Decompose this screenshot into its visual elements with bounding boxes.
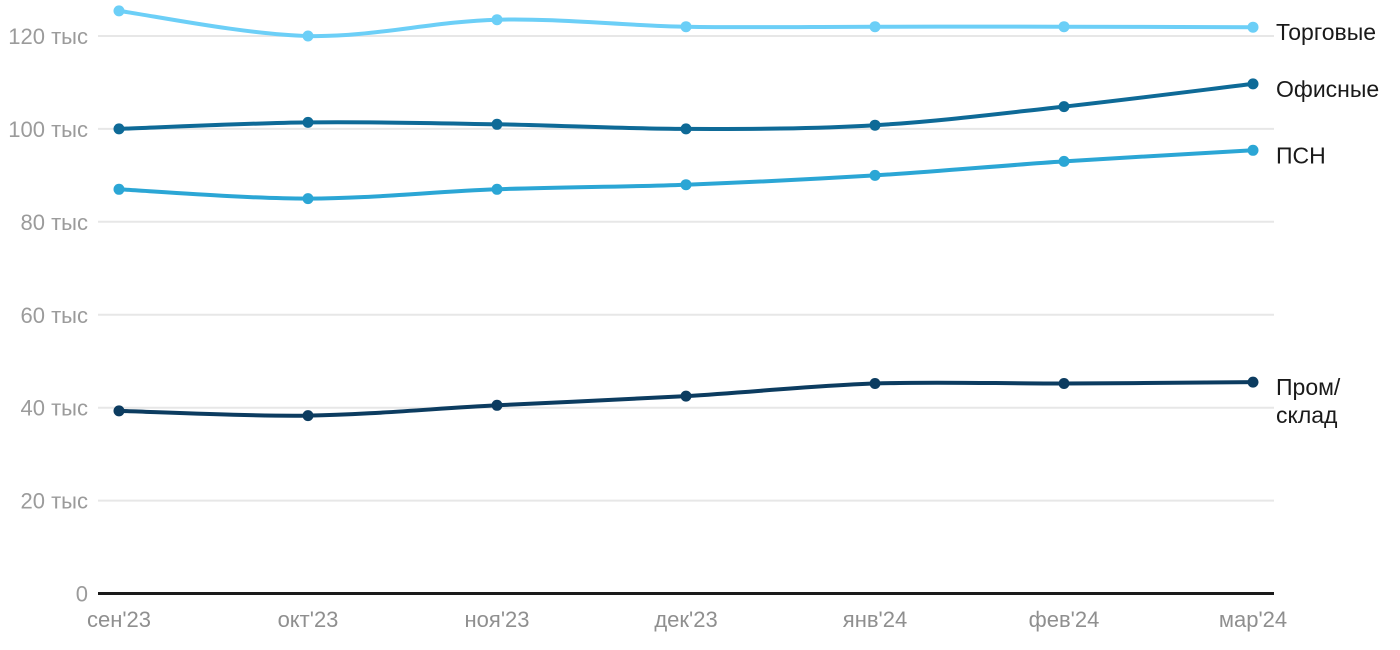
data-point-psn-0[interactable] xyxy=(113,183,125,195)
data-point-prom-sklad-6[interactable] xyxy=(1247,376,1259,388)
data-point-ofisnye-6[interactable] xyxy=(1247,78,1259,90)
x-tick-label-2: ноя'23 xyxy=(465,607,530,632)
data-point-ofisnye-4[interactable] xyxy=(869,119,881,131)
y-tick-label-20: 20 тыс xyxy=(21,489,88,514)
y-tick-label-100: 100 тыс xyxy=(8,117,88,142)
data-point-torgovye-0[interactable] xyxy=(113,5,125,17)
data-point-torgovye-1[interactable] xyxy=(302,30,314,42)
data-point-psn-5[interactable] xyxy=(1058,155,1070,167)
data-point-psn-3[interactable] xyxy=(680,179,692,191)
series-label-psn: ПСН xyxy=(1276,142,1326,168)
series-line-psn xyxy=(117,148,1255,201)
x-tick-label-3: дек'23 xyxy=(654,607,717,632)
data-point-psn-6[interactable] xyxy=(1247,144,1259,156)
data-point-prom-sklad-1[interactable] xyxy=(302,410,314,422)
data-point-ofisnye-1[interactable] xyxy=(302,116,314,128)
data-point-prom-sklad-5[interactable] xyxy=(1058,378,1070,389)
data-point-ofisnye-3[interactable] xyxy=(680,123,692,135)
y-tick-label-40: 40 тыс xyxy=(21,396,88,421)
data-point-torgovye-2[interactable] xyxy=(491,14,503,26)
series-label-torgovye: Торговые xyxy=(1276,19,1376,45)
y-tick-label-120: 120 тыс xyxy=(8,24,88,49)
data-point-ofisnye-2[interactable] xyxy=(491,118,503,130)
data-point-torgovye-5[interactable] xyxy=(1058,21,1070,33)
data-point-prom-sklad-4[interactable] xyxy=(869,378,881,389)
x-tick-label-4: янв'24 xyxy=(843,607,907,632)
y-tick-label-60: 60 тыс xyxy=(21,303,88,328)
data-point-prom-sklad-0[interactable] xyxy=(113,405,125,417)
series-label-ofisnye: Офисные xyxy=(1276,76,1379,102)
y-tick-label-80: 80 тыс xyxy=(21,210,88,235)
data-point-prom-sklad-2[interactable] xyxy=(491,399,503,411)
y-tick-label-0: 0 xyxy=(76,582,88,607)
data-point-prom-sklad-3[interactable] xyxy=(680,390,692,402)
data-point-psn-2[interactable] xyxy=(491,183,503,195)
series-label-prom-sklad: Пром/склад xyxy=(1276,374,1341,428)
x-tick-label-1: окт'23 xyxy=(278,607,339,632)
data-point-torgovye-3[interactable] xyxy=(680,21,692,33)
data-point-ofisnye-5[interactable] xyxy=(1058,101,1070,113)
x-tick-label-5: фев'24 xyxy=(1029,607,1100,632)
data-point-psn-4[interactable] xyxy=(869,169,881,181)
data-point-torgovye-6[interactable] xyxy=(1247,21,1259,33)
series-line-ofisnye xyxy=(117,81,1255,131)
data-point-torgovye-4[interactable] xyxy=(869,21,881,33)
data-point-psn-1[interactable] xyxy=(302,193,314,205)
data-point-ofisnye-0[interactable] xyxy=(113,123,125,135)
x-tick-label-0: сен'23 xyxy=(87,607,151,632)
x-tick-label-6: мар'24 xyxy=(1219,607,1287,632)
